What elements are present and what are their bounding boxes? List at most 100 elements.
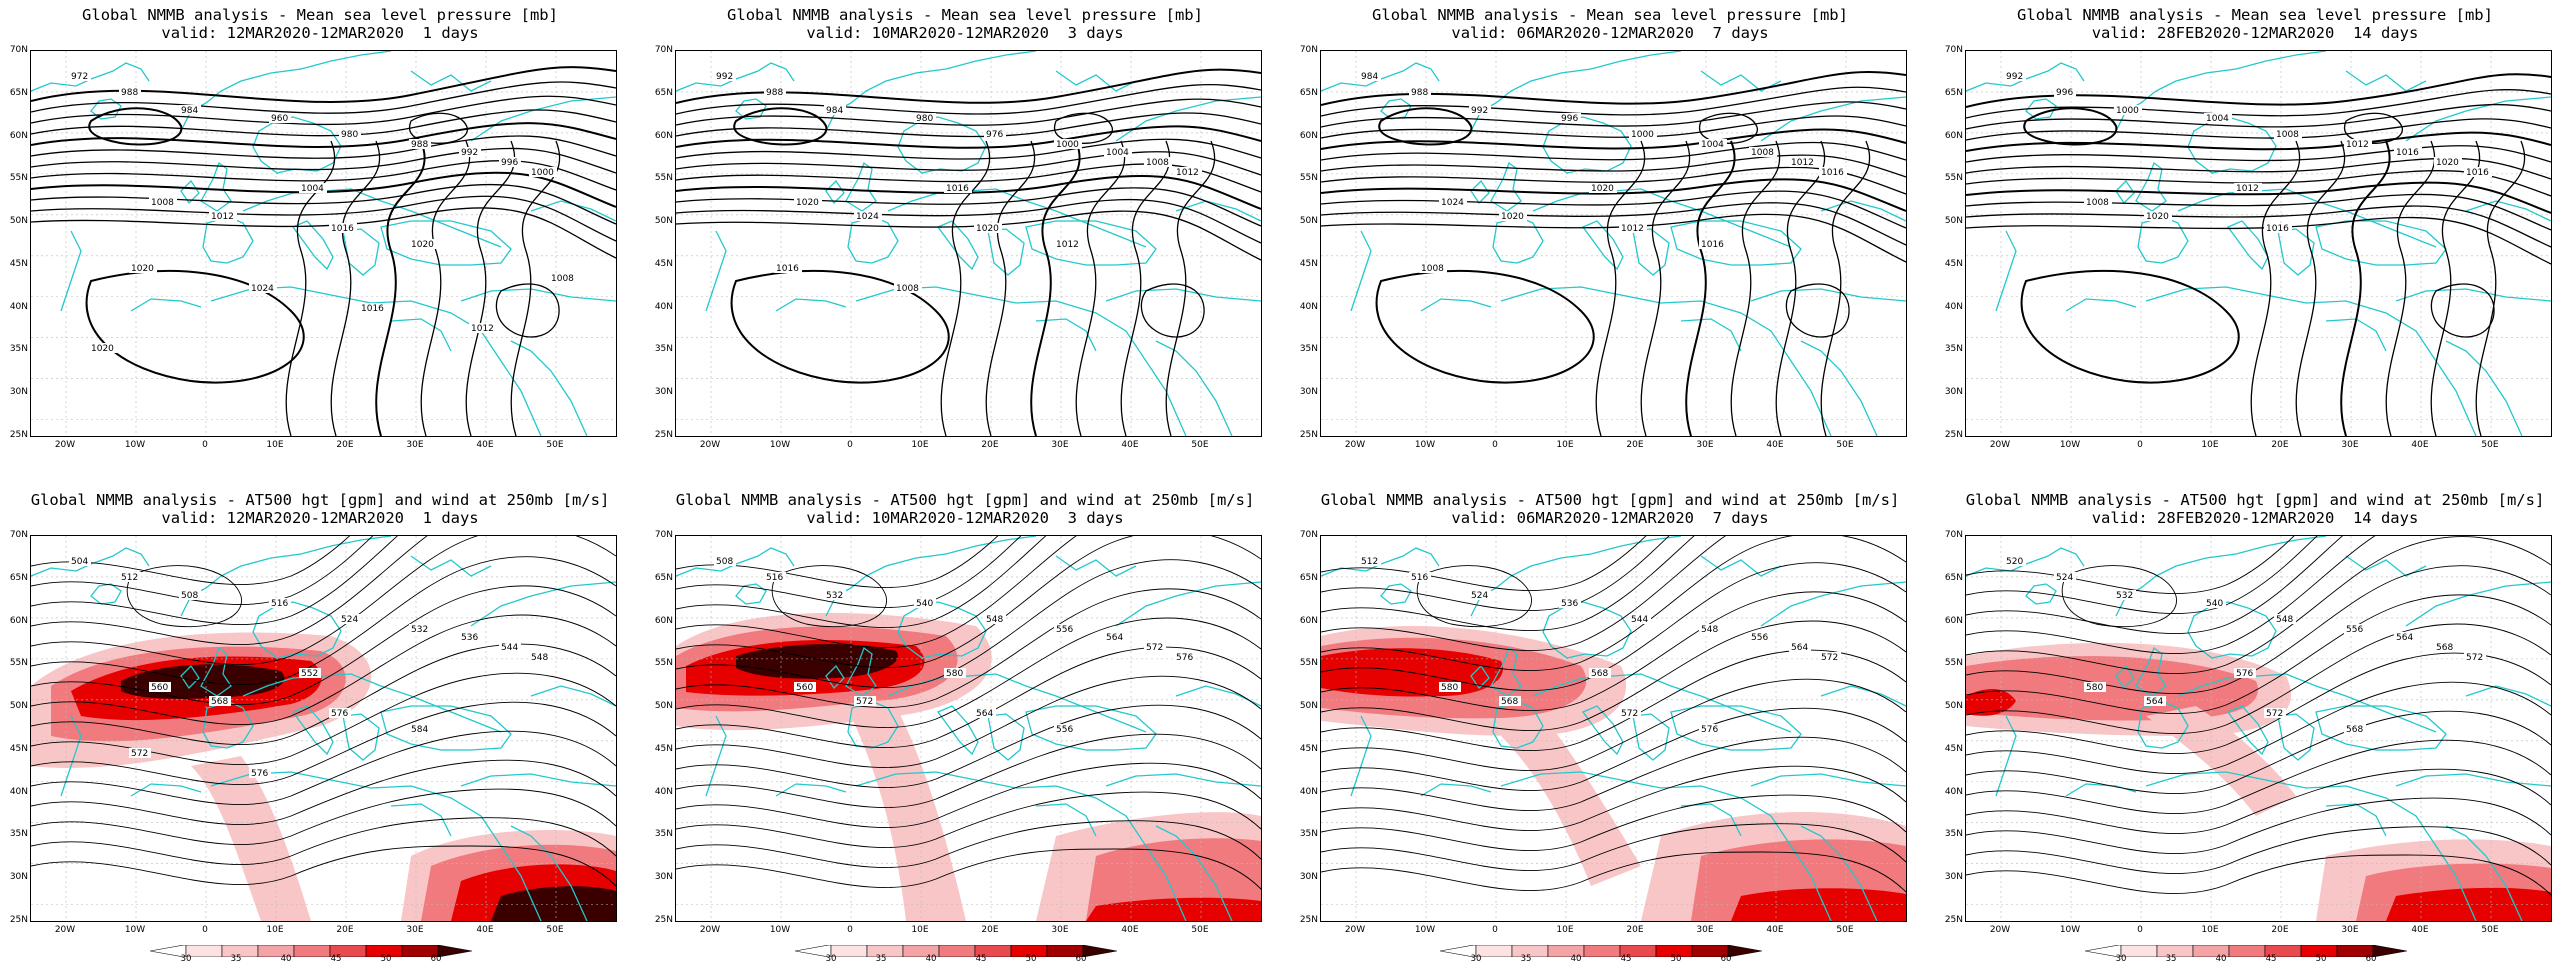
coastline — [1490, 646, 1522, 697]
isobar-contour — [676, 138, 1261, 160]
contour-label: 984 — [179, 105, 201, 116]
isobar-contour — [676, 125, 1261, 149]
isobar-contour — [1075, 140, 1126, 436]
isobar-contour — [1785, 283, 1850, 338]
lon-tick-label: 30E — [406, 440, 424, 450]
height-contour — [676, 536, 999, 588]
isobar-contour — [1321, 202, 1906, 246]
contour-label-text: 1000 — [1631, 130, 1654, 140]
coastline — [1500, 286, 1832, 436]
contour-label-text: 1016 — [2466, 168, 2489, 178]
coastline — [987, 228, 1025, 276]
contour-label: 1004 — [2204, 113, 2232, 124]
isobar-contour — [1321, 86, 1906, 117]
isobar-contour — [465, 140, 516, 436]
contour-label-bg — [824, 105, 846, 115]
coastline — [242, 673, 502, 733]
panel-subtitle: valid: 06MAR2020-12MAR2020 7 days — [1451, 24, 1769, 42]
height-contour — [676, 762, 1261, 828]
contour-label-text: 988 — [411, 140, 428, 150]
isobar-contour — [31, 95, 616, 126]
jet-speed-shading — [1086, 897, 1261, 921]
contour-label: 1024 — [1439, 197, 1467, 208]
lon-tick-label: 50E — [1191, 440, 1209, 450]
lat-tick-label: 60N — [1299, 615, 1318, 626]
height-contour — [1321, 620, 1906, 731]
colorbar-tick-label: 30 — [1470, 954, 1482, 964]
lat-tick-label: 55N — [9, 173, 28, 184]
contour-label: 1016 — [2264, 223, 2292, 234]
contour-label-bg — [129, 263, 157, 273]
lat-tick-label: 60N — [9, 615, 28, 626]
coastline — [291, 705, 334, 756]
colorbar-tick-label: 60 — [2365, 954, 2377, 964]
lat-tick-label: 55N — [654, 658, 673, 669]
contour-label-text: 1024 — [1441, 198, 1464, 208]
coastline — [510, 825, 588, 921]
height-contour — [1966, 681, 2551, 774]
contour-label-bg — [2144, 696, 2166, 706]
height-contour — [31, 788, 616, 845]
coastline — [775, 298, 847, 312]
contour-label-bg — [914, 598, 936, 608]
contour-label-text: 556 — [1056, 725, 1073, 735]
isobar-contour — [1378, 107, 1473, 146]
height-contour — [1966, 826, 2551, 874]
lat-tick-label: 30N — [1299, 872, 1318, 883]
coastline — [1700, 555, 1782, 577]
contour-label-text: 988 — [121, 88, 138, 98]
contour-label-text: 544 — [501, 643, 518, 653]
contour-label-bg — [1104, 147, 1132, 157]
coastline — [1760, 96, 1906, 142]
coastline — [1175, 685, 1261, 707]
contour-label: 1000 — [529, 167, 557, 178]
contour-label-text: 536 — [461, 633, 478, 643]
colorbar-tick-label: 50 — [1670, 954, 1682, 964]
contour-label-bg — [1749, 632, 1771, 642]
height-contour — [31, 556, 616, 685]
panel-title: Global NMMB analysis - AT500 hgt [gpm] a… — [1965, 491, 2545, 509]
jet-speed-shading — [736, 644, 898, 679]
contour-label-bg — [2054, 87, 2076, 97]
lon-tick-label: 0 — [202, 925, 208, 935]
contour-label-bg — [1469, 590, 1491, 600]
map-svg: 508 516 532 540 548 556 564 572 576 580 560 572 564 5… — [676, 536, 1261, 921]
height-contour — [1966, 536, 2318, 614]
lon-tick-label: 0 — [1492, 925, 1498, 935]
contour-label: 960 — [269, 113, 291, 124]
height-contour — [771, 565, 887, 628]
height-contour — [1321, 649, 1906, 751]
panel-subtitle: valid: 10MAR2020-12MAR2020 3 days — [806, 509, 1124, 527]
map-panel: Global NMMB analysis - AT500 hgt [gpm] a… — [1290, 485, 1930, 965]
height-contour — [1966, 623, 2551, 734]
lon-tick-label: 0 — [847, 925, 853, 935]
lat-tick-label: 30N — [654, 872, 673, 883]
lon-tick-label: 10W — [1414, 925, 1436, 935]
lat-tick-label: 65N — [1299, 87, 1318, 98]
isobar-contour — [31, 109, 616, 137]
contour-label: 1004 — [1699, 139, 1727, 150]
isobar-contour — [285, 140, 336, 436]
contour-label-bg — [764, 87, 786, 97]
height-contour — [676, 536, 1261, 668]
contour-label: 1016 — [2464, 167, 2492, 178]
contour-label-bg — [2114, 105, 2142, 115]
contour-label-bg — [1054, 239, 1082, 249]
coastline — [1115, 581, 1261, 627]
contour-label-text: 520 — [2006, 557, 2023, 567]
coastline — [1995, 230, 2017, 312]
jet-speed-shading — [491, 886, 616, 921]
contour-label: 568 — [1589, 668, 1611, 679]
contour-label-text: 564 — [1791, 643, 1808, 653]
isobar-contour — [408, 112, 468, 144]
lat-tick-label: 60N — [1944, 615, 1963, 626]
coastline — [380, 220, 512, 266]
contour-label: 572 — [2264, 708, 2286, 719]
contour-label-text: 536 — [1561, 599, 1578, 609]
contour-label: 1012 — [1054, 239, 1082, 250]
height-contour — [1321, 536, 1695, 631]
isobar-contour — [1966, 157, 2551, 180]
contour-label-text: 1012 — [471, 324, 494, 334]
lon-tick-label: 20W — [699, 925, 721, 935]
isobar-contour — [676, 98, 1261, 126]
